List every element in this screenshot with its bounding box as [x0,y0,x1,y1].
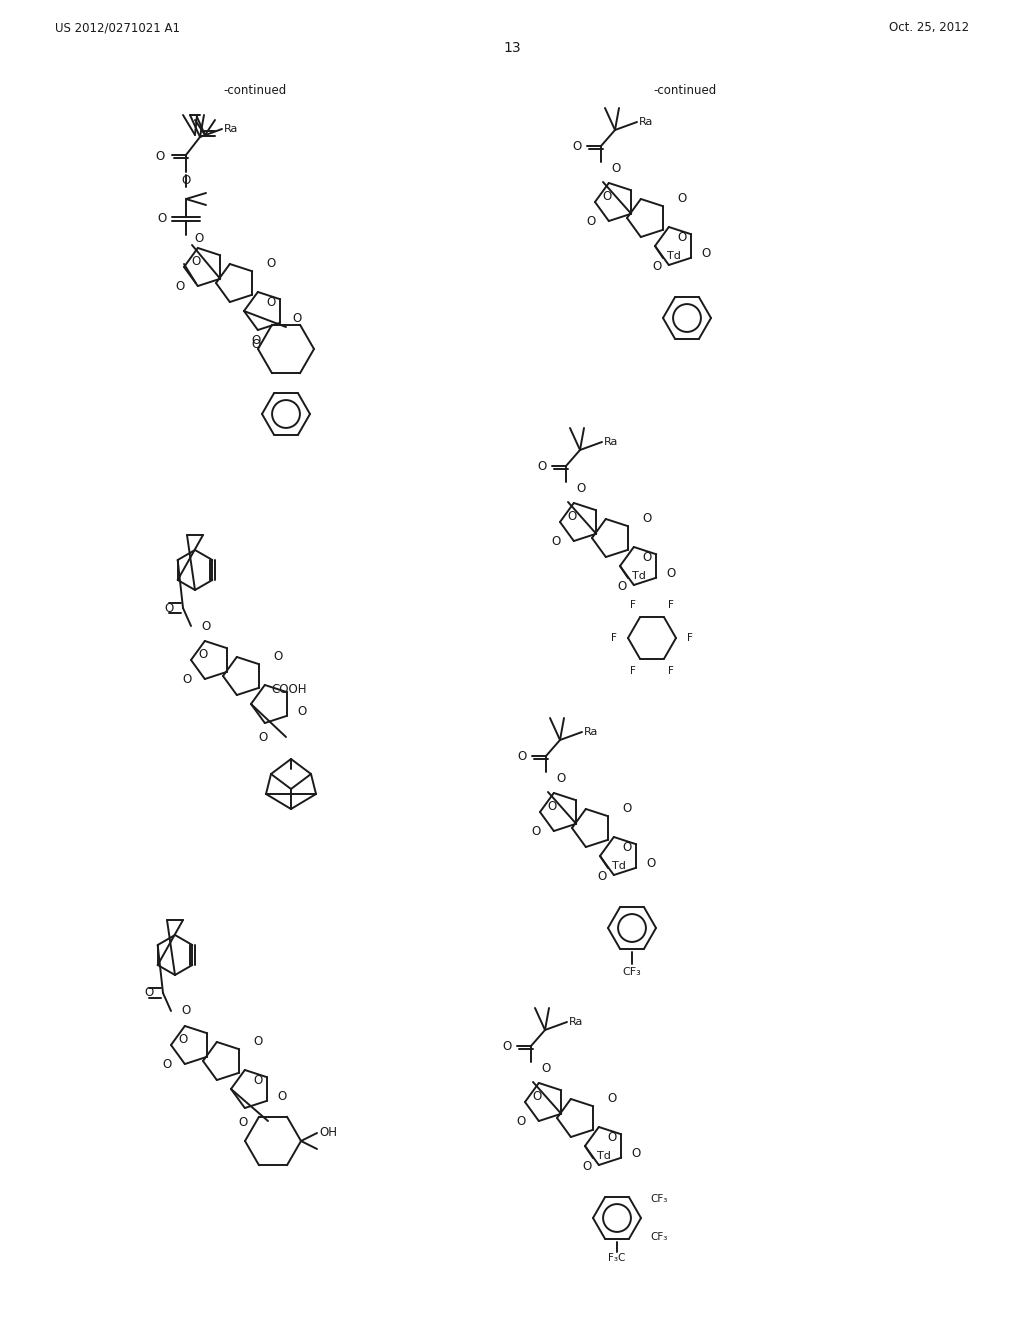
Text: CF₃: CF₃ [650,1232,668,1242]
Text: O: O [144,986,154,999]
Text: F: F [630,665,636,676]
Text: O: O [631,1147,640,1160]
Text: O: O [623,841,632,854]
Text: O: O [292,313,301,325]
Text: COOH: COOH [271,684,306,696]
Text: O: O [253,1035,262,1048]
Text: O: O [503,1040,512,1053]
Text: O: O [602,190,611,203]
Text: O: O [583,1159,592,1172]
Text: O: O [531,825,541,837]
Text: O: O [607,1092,616,1105]
Text: Ra: Ra [569,1016,584,1027]
Text: O: O [266,257,275,269]
Text: OH: OH [319,1126,337,1139]
Text: O: O [567,511,577,524]
Text: O: O [297,705,306,718]
Text: O: O [607,1131,616,1144]
Text: O: O [572,140,582,153]
Text: Td: Td [597,1151,611,1162]
Text: O: O [194,232,203,246]
Text: F: F [611,634,616,643]
Text: Ra: Ra [604,437,618,447]
Text: F₃C: F₃C [608,1253,626,1263]
Text: Td: Td [667,251,681,261]
Text: O: O [556,771,565,784]
Text: O: O [642,552,651,564]
Text: O: O [541,1061,550,1074]
Text: Td: Td [612,861,626,871]
Text: F: F [687,634,693,643]
Text: 13: 13 [503,41,521,55]
Text: O: O [611,161,621,174]
Text: O: O [551,535,560,548]
Text: O: O [677,191,686,205]
Text: -continued: -continued [653,83,717,96]
Text: O: O [278,1090,287,1104]
Text: O: O [677,231,686,244]
Text: O: O [538,461,547,474]
Text: O: O [182,672,191,685]
Text: US 2012/0271021 A1: US 2012/0271021 A1 [55,21,180,34]
Text: O: O [181,1005,190,1018]
Text: O: O [517,751,526,763]
Text: CF₃: CF₃ [650,1195,668,1204]
Text: O: O [652,260,662,272]
Text: O: O [642,512,651,525]
Text: O: O [597,870,606,883]
Text: O: O [646,857,655,870]
Text: O: O [158,213,167,226]
Text: O: O [701,247,711,260]
Text: Ra: Ra [224,124,239,135]
Text: F: F [668,601,674,610]
Text: Td: Td [632,572,646,581]
Text: O: O [165,602,174,615]
Text: O: O [156,149,165,162]
Text: O: O [199,648,208,661]
Text: O: O [181,173,190,186]
Text: O: O [239,1115,248,1129]
Text: Ra: Ra [584,727,598,737]
Text: Oct. 25, 2012: Oct. 25, 2012 [889,21,969,34]
Text: O: O [178,1034,187,1047]
Text: O: O [667,568,676,581]
Text: O: O [532,1090,542,1104]
Text: O: O [586,215,595,227]
Text: O: O [251,338,260,351]
Text: O: O [201,619,210,632]
Text: O: O [253,1074,262,1088]
Text: O: O [623,801,632,814]
Text: O: O [575,482,586,495]
Text: O: O [175,280,184,293]
Text: O: O [266,296,275,309]
Text: O: O [162,1057,171,1071]
Text: Ra: Ra [639,117,653,127]
Text: CF₃: CF₃ [623,968,641,977]
Text: F: F [668,665,674,676]
Text: O: O [191,256,201,268]
Text: O: O [617,579,627,593]
Text: O: O [251,334,261,347]
Text: -continued: -continued [223,83,287,96]
Text: O: O [516,1114,525,1127]
Text: O: O [258,730,267,743]
Text: O: O [547,800,556,813]
Text: F: F [630,601,636,610]
Text: O: O [273,649,283,663]
